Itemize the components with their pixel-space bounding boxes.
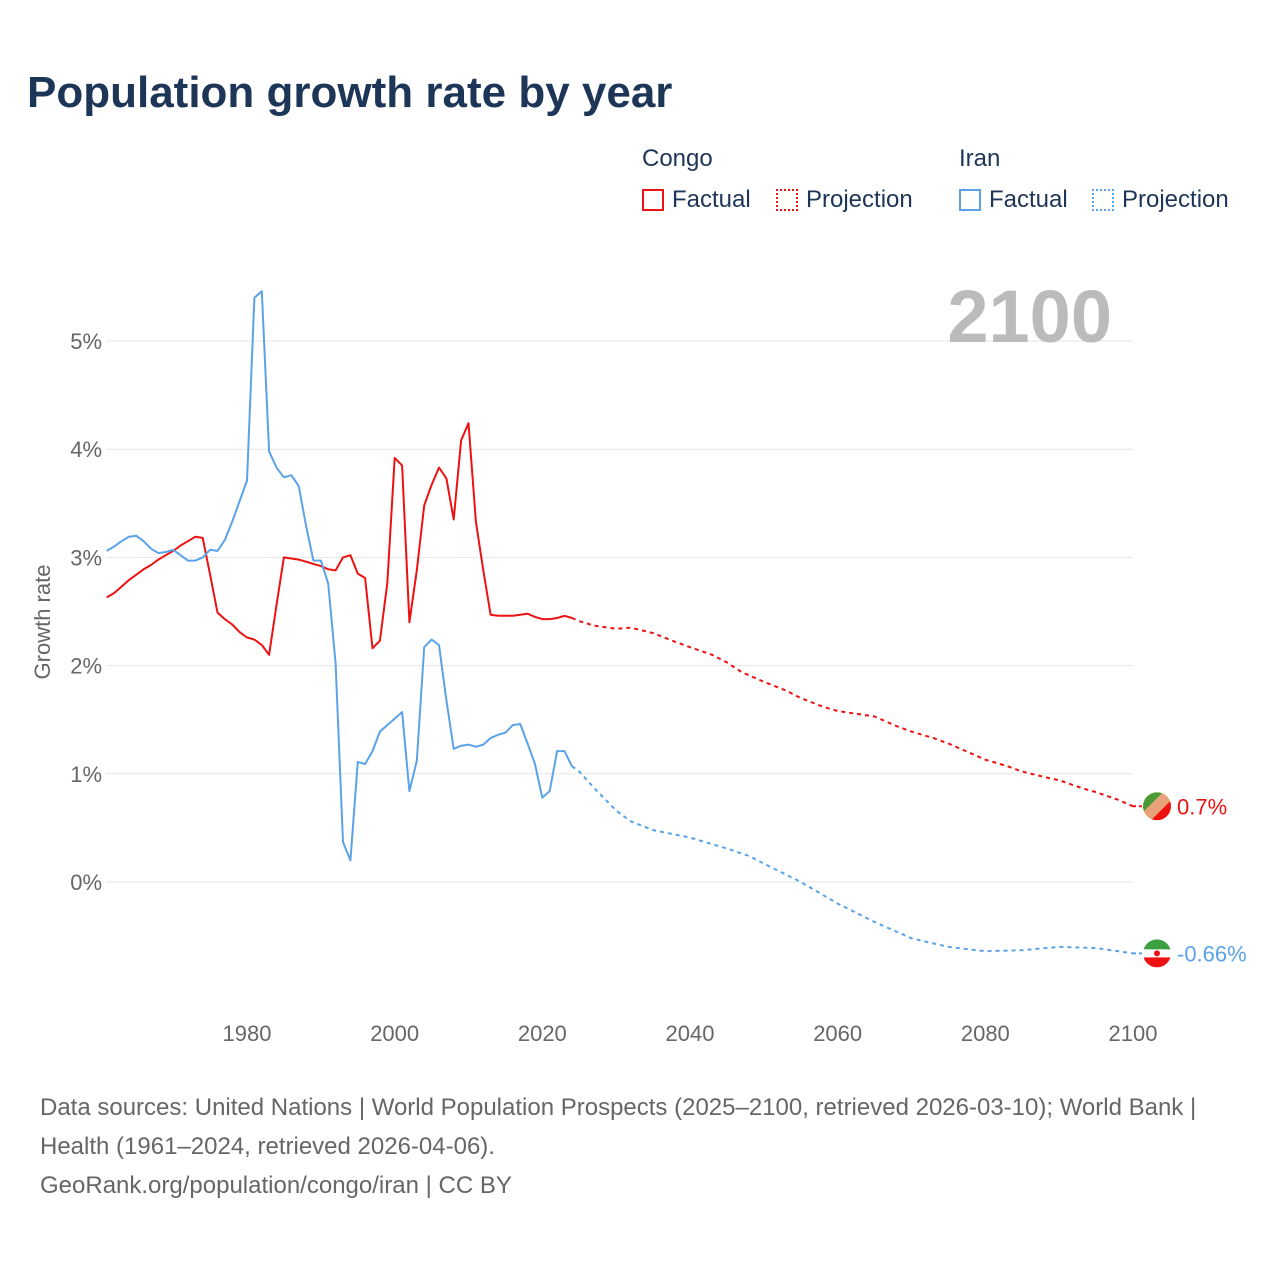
x-tick-label: 2000 — [370, 1021, 419, 1046]
iran-flag-icon — [1143, 939, 1171, 968]
credit-link[interactable]: GeoRank.org/population/congo/iran | CC B… — [40, 1172, 512, 1199]
x-tick-label: 2040 — [666, 1021, 715, 1046]
x-tick-label: 2020 — [518, 1021, 567, 1046]
legend-group-congo: Congo — [642, 145, 713, 172]
legend-swatch — [1092, 189, 1114, 211]
data-sources: Data sources: United Nations | World Pop… — [40, 1094, 1197, 1160]
year-watermark: 2100 — [947, 275, 1112, 358]
y-tick-label: 1% — [70, 762, 102, 787]
legend-label: Factual — [672, 186, 751, 213]
series-line-congo-projection — [571, 617, 1134, 808]
legend-iran-projection[interactable]: Projection — [1092, 186, 1229, 214]
y-tick-label: 5% — [70, 329, 102, 354]
y-axis-label: Growth rate — [30, 565, 55, 680]
x-tick-label: 1980 — [223, 1021, 272, 1046]
y-tick-label: 4% — [70, 437, 102, 462]
end-label-congo: 0.7% — [1177, 794, 1227, 819]
legend-congo-projection[interactable]: Projection — [776, 186, 913, 214]
flag-emblem — [1154, 950, 1160, 957]
legend-congo-factual[interactable]: Factual — [642, 186, 751, 214]
y-tick-label: 0% — [70, 870, 102, 895]
x-tick-label: 2080 — [961, 1021, 1010, 1046]
legend-swatch — [642, 189, 664, 211]
flag-band — [1143, 792, 1171, 821]
congo-flag-icon — [1143, 792, 1171, 821]
legend-iran-factual[interactable]: Factual — [959, 186, 1068, 214]
x-tick-label: 2100 — [1109, 1021, 1158, 1046]
legend-label: Factual — [989, 186, 1068, 213]
legend-group-iran: Iran — [959, 145, 1001, 172]
legend-swatch — [959, 189, 981, 211]
legend-label: Projection — [1122, 186, 1229, 213]
end-label-iran: -0.66% — [1177, 941, 1247, 966]
y-tick-label: 3% — [70, 545, 102, 570]
y-tick-label: 2% — [70, 654, 102, 679]
x-tick-label: 2060 — [813, 1021, 862, 1046]
flag-green — [1143, 939, 1171, 950]
series-line-iran-projection — [571, 765, 1134, 955]
chart-title: Population growth rate by year — [27, 68, 673, 117]
flag-red — [1143, 957, 1171, 968]
legend-swatch — [776, 189, 798, 211]
series-line-congo-factual — [106, 422, 573, 656]
legend-label: Projection — [806, 186, 913, 213]
footer: Data sources: United Nations | World Pop… — [40, 1088, 1240, 1205]
series-line-iran-factual — [106, 290, 573, 862]
